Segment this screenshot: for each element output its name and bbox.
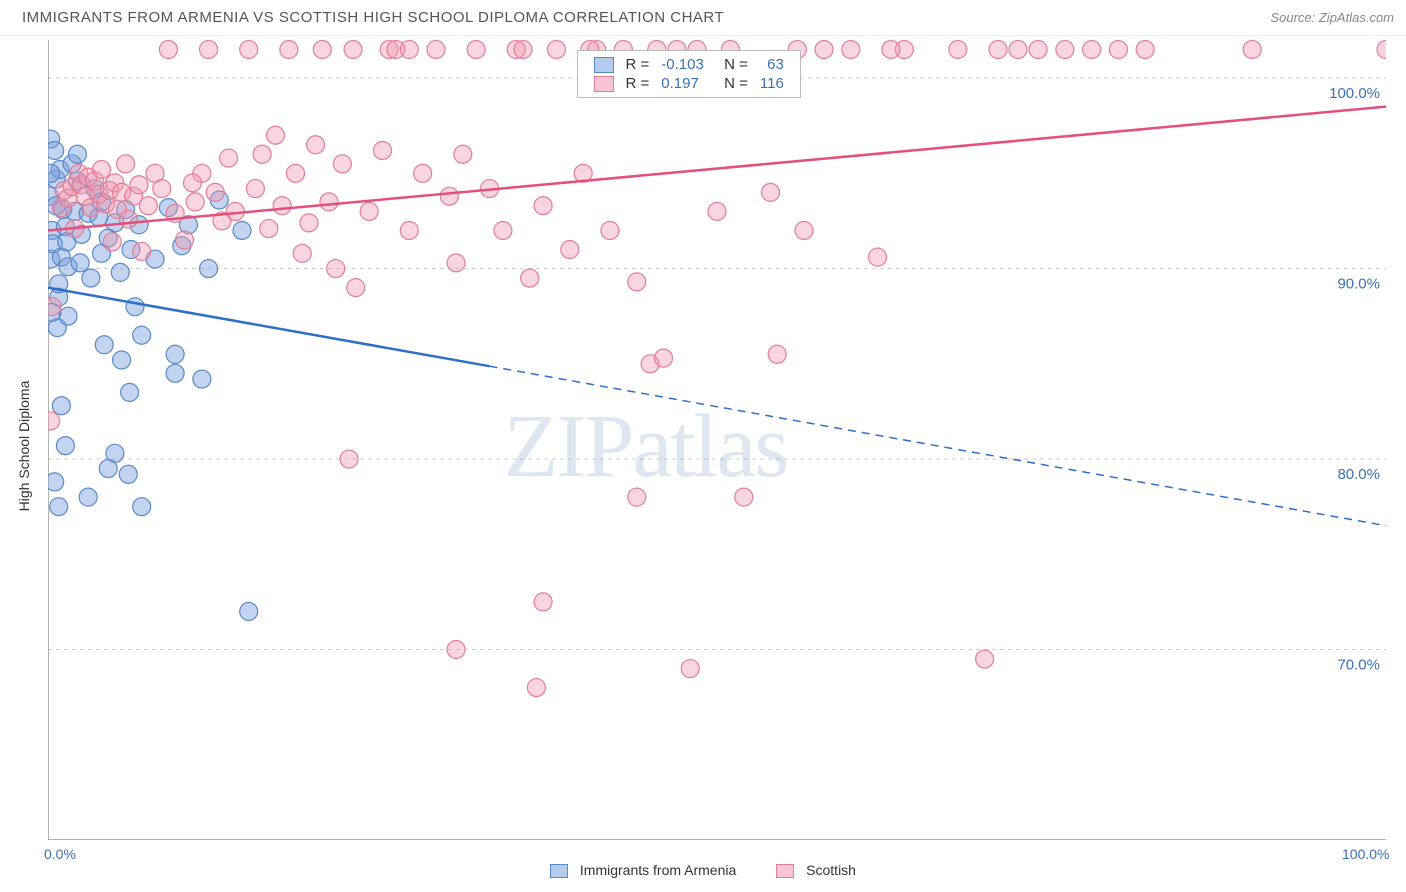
legend-item-scottish: Scottish (776, 862, 856, 878)
legend-item-armenia: Immigrants from Armenia (550, 862, 736, 878)
stats-r-label: R = (620, 74, 656, 93)
svg-text:90.0%: 90.0% (1337, 276, 1380, 293)
stats-r-value-scottish: 0.197 (655, 74, 710, 93)
legend-label-armenia: Immigrants from Armenia (580, 862, 736, 878)
x-axis-legend: Immigrants from Armenia Scottish (0, 862, 1406, 878)
stats-r-value-armenia: -0.103 (655, 55, 710, 74)
svg-text:70.0%: 70.0% (1337, 657, 1380, 674)
chart-title: IMMIGRANTS FROM ARMENIA VS SCOTTISH HIGH… (22, 9, 724, 26)
stats-swatch-armenia (594, 57, 614, 73)
stats-swatch-scottish (594, 76, 614, 92)
legend-swatch-scottish (776, 864, 794, 878)
stats-n-label: N = (710, 55, 754, 74)
stats-row-scottish: R = 0.197 N = 116 (588, 74, 790, 93)
x-tick-label-min: 0.0% (44, 846, 76, 862)
scatter-plot-svg: 70.0% 80.0% 90.0% 100.0% (48, 40, 1386, 840)
stats-table: R = -0.103 N = 63 R = 0.197 N = 116 (588, 55, 790, 93)
x-tick-label-max: 100.0% (1342, 846, 1389, 862)
plot-area: 70.0%80.0%90.0%100.0% ZIPatlas R = -0.10… (48, 40, 1386, 840)
stats-n-label: N = (710, 74, 754, 93)
svg-text:100.0%: 100.0% (1329, 85, 1380, 102)
y-axis-label: High School Diploma (16, 381, 32, 512)
legend-swatch-armenia (550, 864, 568, 878)
stats-r-label: R = (620, 55, 656, 74)
stats-n-value-armenia: 63 (754, 55, 790, 74)
stats-n-value-scottish: 116 (754, 74, 790, 93)
svg-text:80.0%: 80.0% (1337, 466, 1380, 483)
stats-row-armenia: R = -0.103 N = 63 (588, 55, 790, 74)
chart-container: IMMIGRANTS FROM ARMENIA VS SCOTTISH HIGH… (0, 0, 1406, 892)
legend-label-scottish: Scottish (806, 862, 856, 878)
chart-header: IMMIGRANTS FROM ARMENIA VS SCOTTISH HIGH… (0, 0, 1406, 36)
source-attribution: Source: ZipAtlas.com (1270, 10, 1394, 25)
correlation-stats-legend: R = -0.103 N = 63 R = 0.197 N = 116 (577, 50, 801, 98)
